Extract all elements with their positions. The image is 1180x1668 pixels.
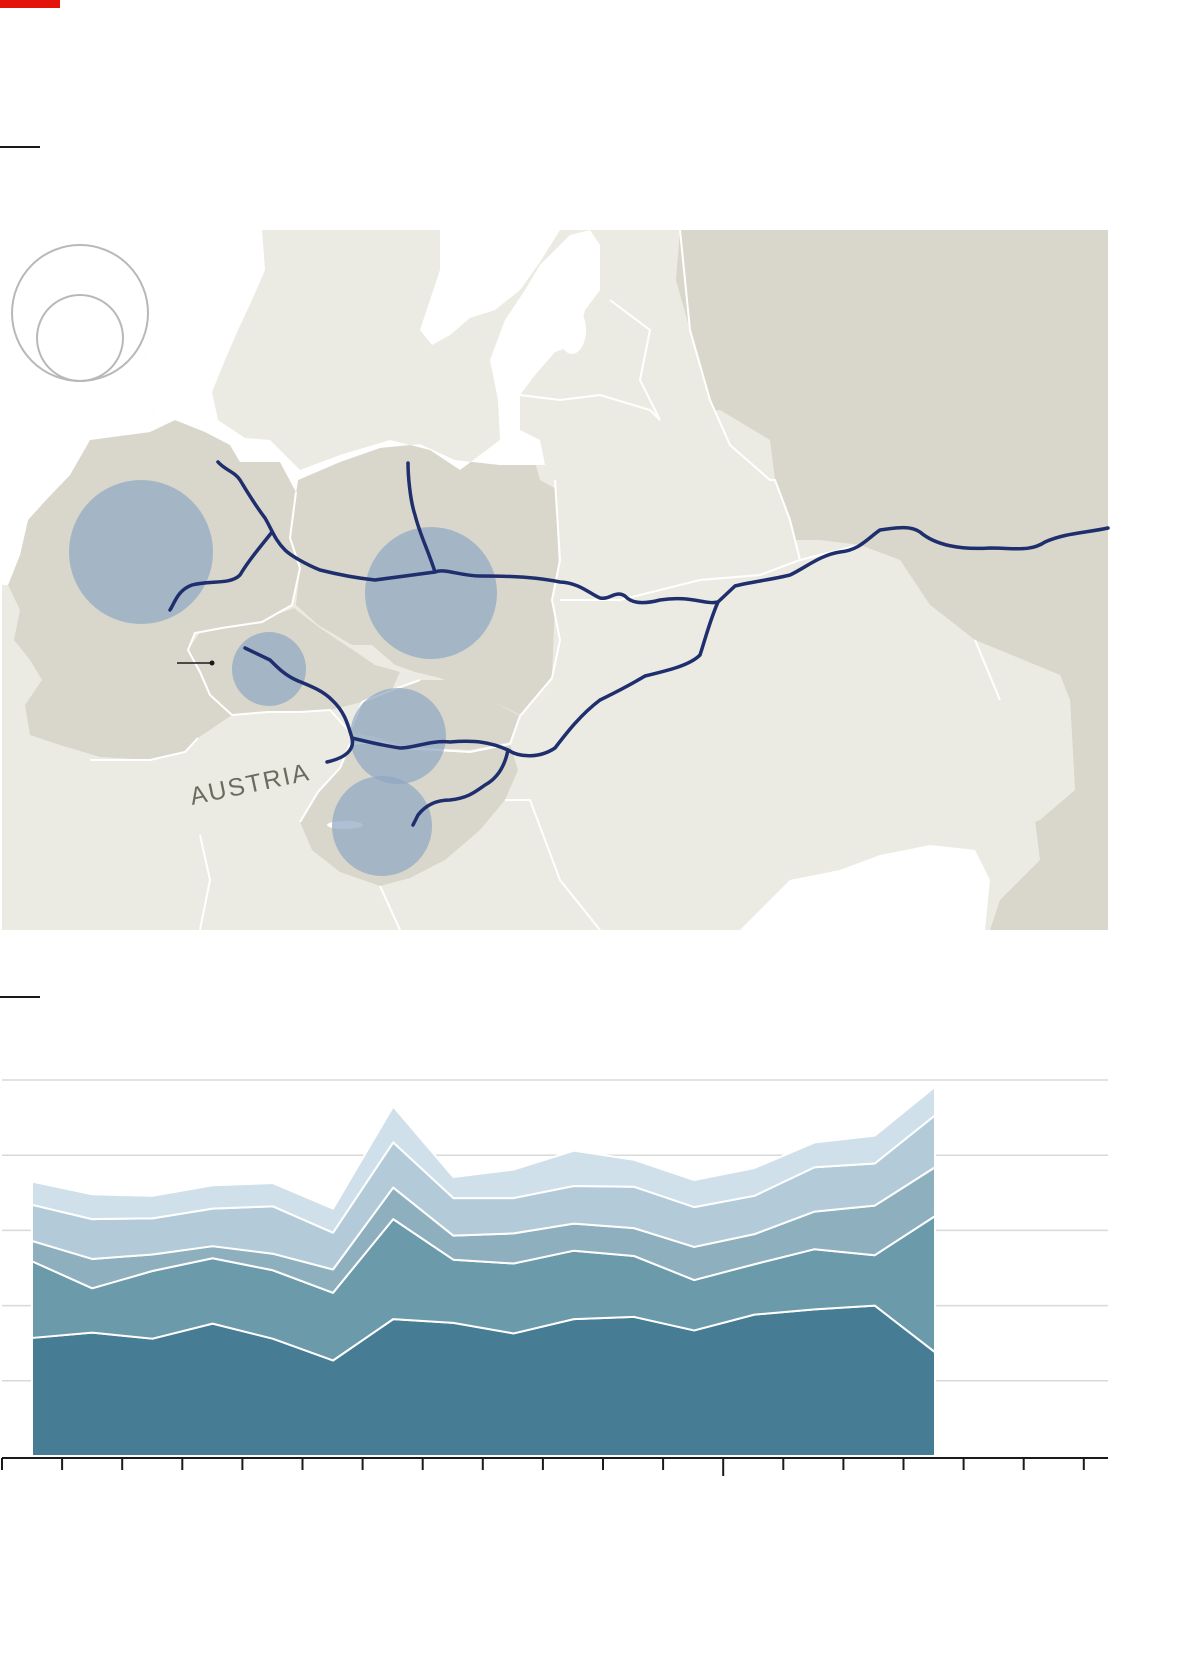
- callout-pointer: [177, 660, 215, 666]
- pipeline-poland-branch: [406, 461, 437, 574]
- area-series-5: [31, 1085, 936, 1234]
- consumption-bubbles: [69, 480, 497, 876]
- pipeline-brotherhood: [243, 600, 720, 758]
- chart-areas: [31, 1085, 936, 1457]
- gulf-of-finland: [420, 230, 560, 345]
- pipeline-hungary-branch: [411, 748, 510, 827]
- bubble-germany: [69, 480, 213, 624]
- region-russia: [676, 230, 1108, 930]
- region-austria: [90, 710, 350, 835]
- chart-section-rule: [0, 996, 40, 998]
- black-sea: [740, 845, 990, 930]
- pipeline-yamal: [216, 460, 1110, 605]
- chart-x-axis: [1, 1457, 1108, 1476]
- pipelines: [168, 460, 1110, 827]
- pipeline-germany-branch: [168, 530, 274, 612]
- brand-accent-tag: [0, 0, 60, 8]
- baltic-sea: [145, 230, 600, 492]
- map-section-rule: [0, 146, 40, 148]
- region-ukraine: [520, 545, 1075, 930]
- lake-peipus: [558, 306, 586, 354]
- bubble-poland: [365, 527, 497, 659]
- north-sea: [2, 230, 155, 585]
- region-belarus: [555, 410, 800, 600]
- bubble-size-legend: [11, 244, 149, 382]
- pipeline-austria-branch: [325, 736, 355, 764]
- bubble-slovakia: [350, 688, 446, 784]
- bubble-hungary: [332, 776, 432, 876]
